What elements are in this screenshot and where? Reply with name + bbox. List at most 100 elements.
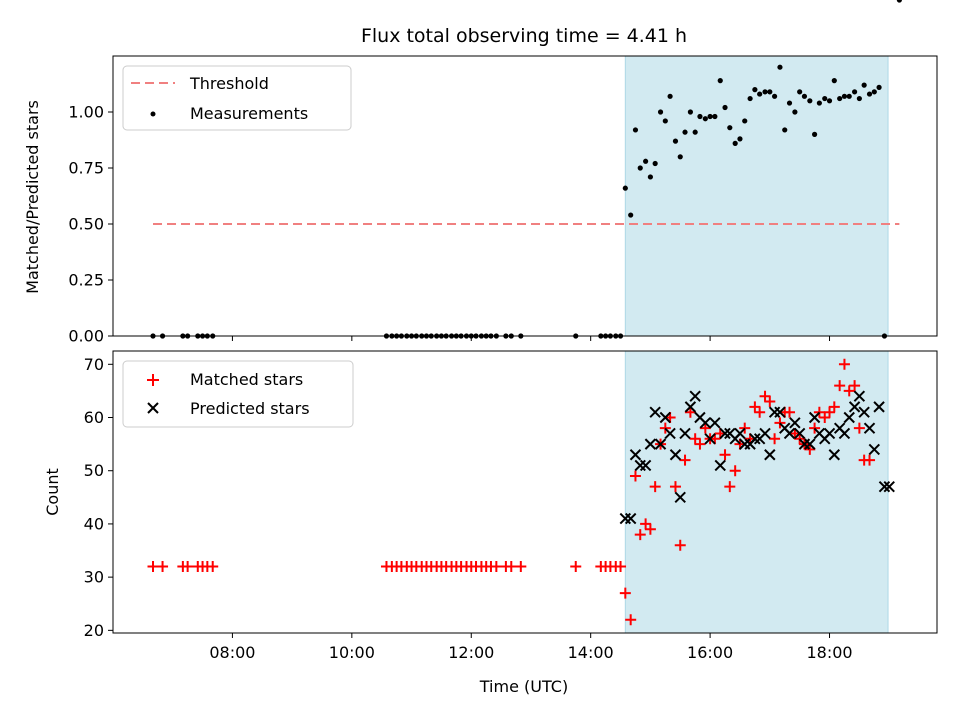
measurement-point xyxy=(871,89,877,95)
predicted-star-point xyxy=(669,449,682,461)
measurement-point xyxy=(667,93,673,99)
measurement-point xyxy=(702,116,708,122)
ratio-y-ticks: 0.00 0.25 0.50 0.75 1.00 xyxy=(68,103,113,346)
measurement-point xyxy=(876,84,882,90)
matched-star-point xyxy=(838,358,850,370)
measurement-point xyxy=(727,125,733,131)
matched-star-point xyxy=(689,433,701,445)
count-y-ticks: 20 30 40 50 60 70 xyxy=(84,355,113,640)
predicted-star-point xyxy=(883,480,895,493)
measurement-point xyxy=(672,138,679,144)
measurement-point xyxy=(841,93,848,99)
legend-measurements-swatch xyxy=(150,111,156,117)
predicted-star-point xyxy=(699,417,712,429)
y-tick-label: 0.50 xyxy=(68,215,104,234)
matched-star-point xyxy=(147,560,159,572)
matched-star-point xyxy=(644,523,656,535)
matched-star-point xyxy=(625,614,637,626)
y-tick-label: 0.75 xyxy=(68,159,104,178)
matched-star-point xyxy=(794,433,806,445)
predicted-star-point xyxy=(679,427,691,440)
y-tick-label: 50 xyxy=(84,461,104,480)
measurement-point xyxy=(896,0,902,3)
count-panel: 20 30 40 50 60 70 08:00 10:00 12:00 14:00 16:00 18… xyxy=(43,350,938,696)
predicted-star-point xyxy=(704,433,716,445)
measurement-point xyxy=(628,212,634,218)
matched-star-point xyxy=(749,401,761,413)
legend-predicted-label: Predicted stars xyxy=(190,399,310,418)
measurement-point xyxy=(692,129,698,135)
measurement-point xyxy=(717,78,723,84)
measurement-point xyxy=(767,89,773,95)
matched-star-point xyxy=(784,406,796,418)
matched-star-point xyxy=(824,406,836,418)
observing-span xyxy=(624,350,889,634)
matched-star-point xyxy=(669,481,681,493)
predicted-star-point xyxy=(659,411,672,424)
legend-threshold-label: Threshold xyxy=(189,74,269,93)
measurement-point xyxy=(837,95,843,102)
measurement-point xyxy=(807,98,813,104)
matched-star-point xyxy=(804,443,816,455)
predicted-star-point xyxy=(848,401,861,413)
matched-star-point xyxy=(619,587,631,599)
measurement-point xyxy=(722,104,728,111)
predicted-star-point xyxy=(878,480,891,493)
measurement-point xyxy=(657,109,664,115)
matched-star-point xyxy=(828,401,840,413)
predicted-star-point xyxy=(843,411,855,424)
predicted-star-point xyxy=(868,443,881,456)
x-tick-label: 08:00 xyxy=(209,643,255,662)
matched-star-point xyxy=(774,417,786,429)
predicted-star-point xyxy=(684,401,697,413)
measurement-point xyxy=(782,127,788,133)
predicted-star-point xyxy=(674,491,686,504)
measurement-point xyxy=(771,93,778,99)
predicted-star-point xyxy=(719,427,731,440)
measurement-point xyxy=(846,93,852,99)
matched-star-point xyxy=(699,422,711,434)
matched-star-point xyxy=(649,481,661,493)
measurement-point xyxy=(732,140,738,146)
predicted-star-point xyxy=(664,427,676,440)
y-tick-label: 1.00 xyxy=(68,103,104,122)
measurement-point xyxy=(742,118,748,124)
y-tick-label: 70 xyxy=(84,355,104,374)
measurement-point xyxy=(866,91,873,97)
measurement-point xyxy=(792,109,798,115)
matched-star-point xyxy=(490,560,502,572)
ratio-axes-frame xyxy=(112,55,938,337)
y-tick-label: 0.00 xyxy=(68,327,104,346)
measurement-point xyxy=(777,64,783,70)
measurement-point xyxy=(856,95,862,102)
legend-predicted-swatch xyxy=(147,402,159,414)
matched-star-point xyxy=(769,433,781,445)
matched-star-point xyxy=(505,560,517,572)
predicted-star-point xyxy=(764,449,776,461)
measurement-points xyxy=(150,0,902,339)
count-legend: Matched stars Predicted stars xyxy=(122,360,354,428)
measurement-point xyxy=(822,95,828,102)
matched-star-point xyxy=(759,390,771,402)
measurement-point xyxy=(831,78,837,84)
matched-star-point xyxy=(634,529,646,541)
matched-star-point xyxy=(813,406,825,418)
matched-star-point xyxy=(684,406,696,418)
predicted-star-point xyxy=(804,438,816,450)
ratio-panel: 0.00 0.25 0.50 0.75 1.00 Matched/Predicted s… xyxy=(23,0,938,346)
matched-star-point xyxy=(615,560,627,572)
measurement-point xyxy=(697,113,703,120)
matched-star-point xyxy=(739,422,751,434)
matched-star-point xyxy=(864,454,876,466)
predicted-star-point xyxy=(709,417,721,429)
x-tick-label: 10:00 xyxy=(329,643,375,662)
x-axis-label: Time (UTC) xyxy=(479,677,568,696)
count-y-label: Count xyxy=(43,468,62,516)
matched-star-point xyxy=(754,406,766,418)
matched-star-point xyxy=(694,438,706,450)
ratio-legend: Threshold Measurements xyxy=(122,65,352,131)
legend-matched-label: Matched stars xyxy=(190,370,303,389)
ratio-y-label: Matched/Predicted stars xyxy=(23,100,42,294)
measurement-point xyxy=(687,109,693,115)
